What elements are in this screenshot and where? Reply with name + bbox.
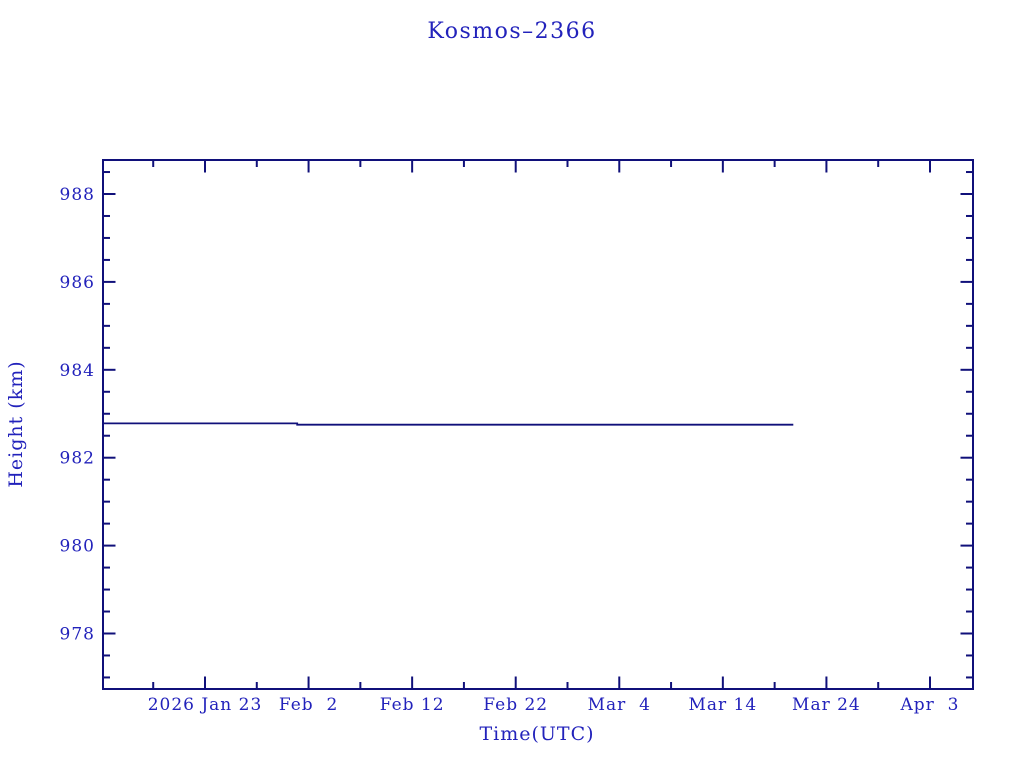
x-tick-label: Feb 22	[483, 695, 548, 715]
y-tick-label: 978	[60, 625, 95, 645]
chart-title: Kosmos–2366	[427, 19, 596, 44]
y-tick-label: 984	[60, 361, 95, 381]
x-tick-label: 2026 Jan 23	[148, 695, 263, 715]
plot-frame	[102, 159, 974, 690]
x-axis-ticks	[152, 160, 931, 689]
y-tick-label: 982	[60, 449, 95, 469]
series-line-height	[103, 422, 794, 426]
series-line	[103, 422, 794, 426]
y-tick-label: 980	[60, 537, 95, 557]
x-tick-labels: 2026 Jan 23 Feb 2 Feb 12 Feb 22 Mar 4 Mar 14 M…	[148, 695, 960, 715]
y-axis-title: Height (km)	[5, 360, 27, 487]
x-tick-label: Feb 12	[380, 695, 445, 715]
x-tick-label: Apr 3	[900, 695, 960, 715]
x-tick-label: Mar 14	[688, 695, 757, 715]
y-tick-label: 986	[60, 273, 95, 293]
x-tick-label: Feb 2	[279, 695, 338, 715]
x-axis-title: Time(UTC)	[479, 723, 594, 745]
x-tick-label: Mar 24	[792, 695, 861, 715]
y-tick-label: 988	[60, 185, 95, 205]
y-tick-labels: 978 980 982 984 986 988	[60, 185, 95, 645]
y-axis-ticks	[103, 171, 973, 679]
x-tick-label: Mar 4	[588, 695, 651, 715]
